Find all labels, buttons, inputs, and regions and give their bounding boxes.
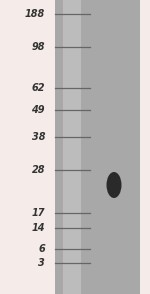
Text: 17: 17 [32,208,45,218]
Text: 6: 6 [38,244,45,254]
Bar [140,0,150,294]
Text: 62: 62 [32,83,45,93]
Text: 38: 38 [32,132,45,142]
Text: 3: 3 [38,258,45,268]
Bar [55,0,140,294]
Text: 98: 98 [32,42,45,52]
Ellipse shape [106,172,122,198]
Bar [63,0,81,294]
Text: 28: 28 [32,165,45,175]
Text: 49: 49 [32,105,45,115]
Text: 188: 188 [25,9,45,19]
Text: 14: 14 [32,223,45,233]
